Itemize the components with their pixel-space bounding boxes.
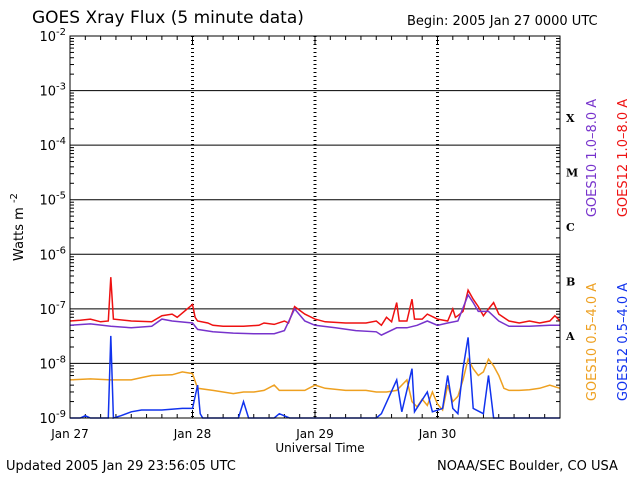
legend-label: GOES10 1.0–8.0 A (585, 99, 600, 217)
y-tick-label: 10-4 (39, 136, 66, 154)
y-tick-label: 10-2 (39, 27, 66, 45)
flare-class-m: M (566, 166, 578, 179)
legend-label: GOES12 1.0–8.0 A (616, 99, 631, 217)
flare-class-c: C (566, 221, 575, 234)
y-tick-label: 10-5 (39, 191, 66, 209)
series-goes10-1-0-8-0-a (69, 293, 560, 336)
y-axis-label: Watts m -2 (9, 193, 27, 261)
x-tick-label: Jan 30 (418, 427, 457, 441)
series-goes10-0-5-4-0-a (69, 357, 561, 412)
y-tick-label: 10-3 (39, 82, 66, 100)
chart-title: GOES Xray Flux (5 minute data) (32, 8, 304, 28)
flare-class-b: B (566, 276, 575, 289)
begin-time: Begin: 2005 Jan 27 0000 UTC (407, 14, 598, 29)
legend-label: GOES12 0.5–4.0 A (616, 283, 631, 401)
x-tick-label: Jan 27 (50, 427, 89, 441)
plot-frame (69, 35, 561, 419)
series-goes12-0-5-4-0-a (70, 335, 560, 420)
x-axis-label: Universal Time (275, 441, 365, 455)
y-tick-label: 10-8 (39, 354, 66, 372)
series-goes12-1-0-8-0-a (69, 277, 561, 328)
credit-text: NOAA/SEC Boulder, CO USA (437, 459, 618, 474)
flare-class-x: X (566, 112, 575, 125)
y-tick-label: 10-7 (39, 300, 66, 318)
legend-label: GOES10 0.5–4.0 A (585, 283, 600, 401)
flare-class-a: A (565, 330, 575, 343)
x-tick-label: Jan 28 (173, 427, 212, 441)
updated-timestamp: Updated 2005 Jan 29 23:56:05 UTC (6, 459, 236, 474)
y-tick-label: 10-9 (39, 409, 66, 427)
y-tick-label: 10-6 (39, 245, 66, 263)
x-tick-label: Jan 29 (295, 427, 334, 441)
